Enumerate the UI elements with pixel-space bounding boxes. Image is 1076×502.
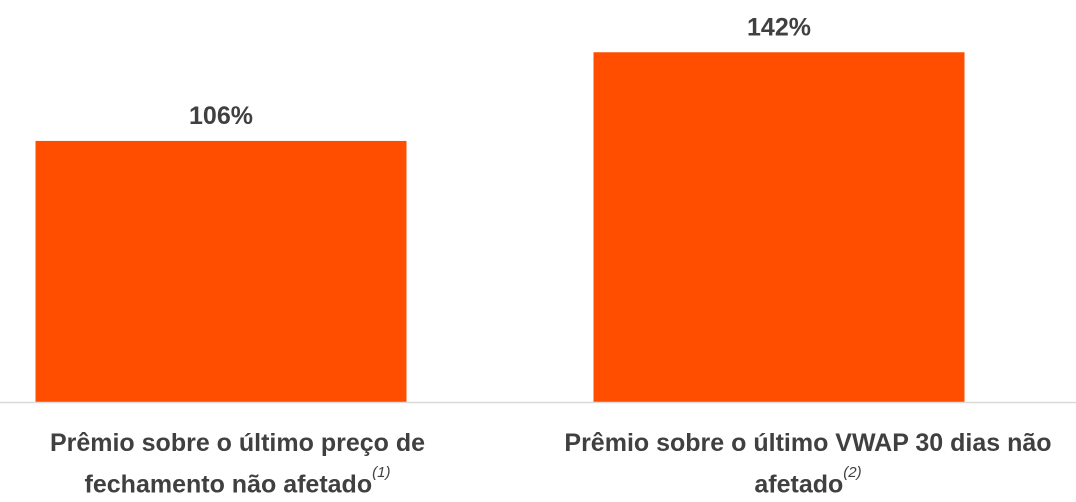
value-label-1: 106% — [189, 102, 253, 130]
footnote-marker: (1) — [372, 464, 391, 481]
category-label-premio-fechamento: Prêmio sobre o último preço de fechament… — [10, 425, 465, 502]
bar-2 — [593, 52, 965, 403]
bar-1 — [35, 140, 407, 402]
category-label-text: Prêmio sobre o último VWAP 30 dias não a… — [564, 429, 1052, 499]
bars-group — [35, 52, 965, 403]
bar-chart: 106% 142% — [0, 13, 1076, 404]
category-label-text: Prêmio sobre o último preço de fechament… — [49, 429, 426, 499]
footnote-marker: (2) — [843, 464, 862, 481]
category-label-premio-vwap: Prêmio sobre o último VWAP 30 dias não a… — [548, 425, 1068, 502]
value-labels-group: 106% 142% — [189, 13, 811, 130]
value-label-2: 142% — [747, 13, 811, 41]
